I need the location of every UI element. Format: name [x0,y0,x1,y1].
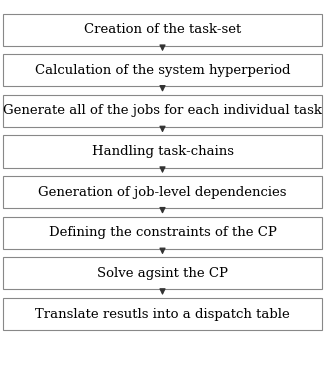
Bar [3,14,322,46]
Text: Solve agsint the CP: Solve agsint the CP [97,267,228,280]
Text: Generation of job-level dependencies: Generation of job-level dependencies [38,186,287,199]
Text: Generate all of the jobs for each individual task: Generate all of the jobs for each indivi… [3,104,322,117]
Text: Handling task-chains: Handling task-chains [92,145,233,158]
Bar [3,298,322,330]
Bar [3,95,322,127]
Text: Translate resutls into a dispatch table: Translate resutls into a dispatch table [35,308,290,320]
Text: Defining the constraints of the CP: Defining the constraints of the CP [48,226,277,239]
Bar [3,54,322,86]
Text: Calculation of the system hyperperiod: Calculation of the system hyperperiod [35,64,290,77]
Bar [3,257,322,289]
Bar [3,217,322,249]
Bar [3,135,322,168]
Bar [3,176,322,208]
Text: Creation of the task-set: Creation of the task-set [84,23,241,36]
